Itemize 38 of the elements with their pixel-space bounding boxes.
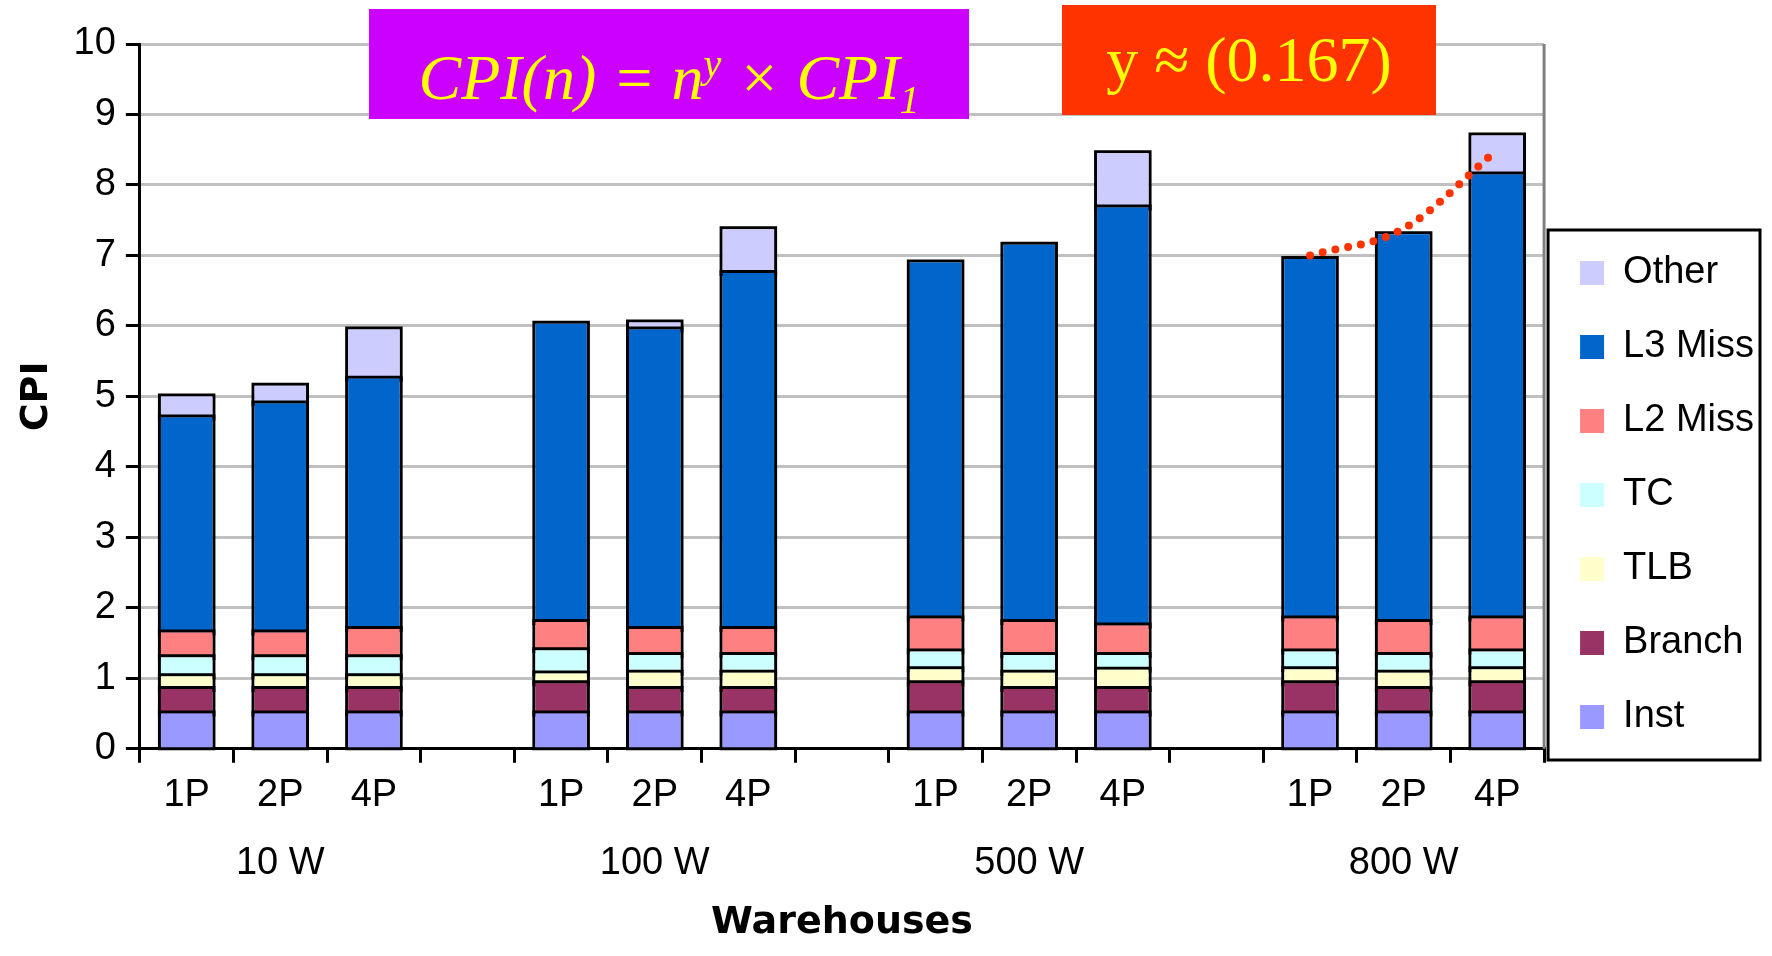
y-tick-label: 1 — [94, 654, 116, 697]
x-tick-label: 1P — [1286, 772, 1334, 815]
x-tick-label: 1P — [163, 772, 210, 815]
legend-label: Branch — [1623, 619, 1744, 662]
x-tick-label: 2P — [1380, 772, 1427, 815]
text: 800 W — [1348, 840, 1459, 883]
y-tick-label: 10 — [73, 20, 116, 63]
legend-label: Other — [1623, 249, 1719, 292]
legend-label: L2 Miss — [1623, 397, 1754, 440]
text: 10 W — [235, 840, 325, 883]
y-tick-label: 0 — [94, 725, 116, 768]
y-tick-label: 2 — [94, 584, 116, 627]
annotation: y ≈ (0.167) — [1062, 5, 1436, 115]
legend-label: L3 Miss — [1623, 323, 1754, 366]
x-tick-label: 4P — [1099, 772, 1147, 815]
y-tick-label: 3 — [94, 513, 116, 556]
x-axis-title: Warehouses — [711, 898, 973, 943]
x-tick-label: 2P — [1005, 772, 1053, 815]
x-tick-label: 4P — [725, 772, 772, 815]
annotation: CPI(n) = n$^{y}$ × CPI$_{1}$ — [417, 40, 921, 123]
x-tick-label: 4P — [1474, 772, 1521, 815]
y-tick-label: 7 — [94, 231, 116, 274]
text: 500 W — [974, 840, 1085, 883]
y-tick-label: 9 — [94, 90, 116, 133]
x-tick-label: 2P — [257, 772, 304, 815]
y-tick-label: 5 — [94, 372, 116, 415]
text: 100 W — [599, 840, 710, 883]
x-tick-label: 2P — [631, 772, 678, 815]
x-tick-label: 1P — [912, 772, 959, 815]
y-tick-label: 8 — [94, 161, 116, 204]
legend-label: TLB — [1623, 545, 1693, 588]
y-axis-title: CPI — [11, 361, 56, 432]
y-tick-label: 6 — [94, 302, 116, 345]
legend-label: Inst — [1623, 693, 1685, 736]
x-tick-label: 1P — [537, 772, 585, 815]
legend-label: TC — [1623, 471, 1674, 514]
y-tick-label: 4 — [94, 443, 116, 486]
x-tick-label: 4P — [350, 772, 398, 815]
